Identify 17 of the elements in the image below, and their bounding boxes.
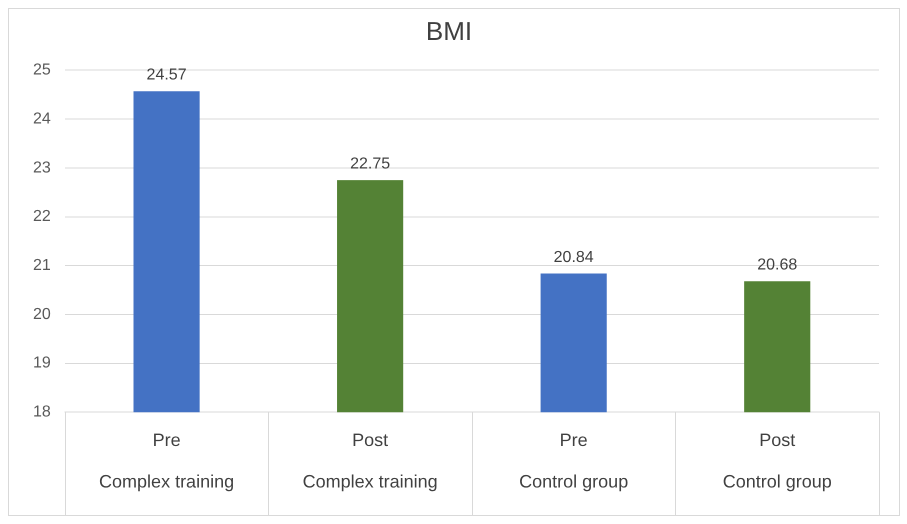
y-tick-label: 25 [33, 62, 51, 79]
x-tick-label: Pre Complex training [99, 430, 234, 492]
y-tick-label: 21 [33, 257, 51, 274]
chart-title: BMI [426, 16, 472, 46]
y-tick-label: 19 [33, 354, 51, 372]
y-tick-label: 23 [33, 159, 51, 176]
data-label: 22.75 [350, 156, 390, 173]
y-tick-label: 20 [33, 306, 51, 323]
data-label: 20.84 [554, 248, 594, 266]
data-label: 20.68 [757, 256, 798, 274]
y-tick-label: 24 [33, 110, 51, 128]
x-tick-label: Post Control group [722, 430, 832, 492]
x-tick-label: Pre Control group [519, 430, 628, 492]
y-tick-label: 18 [33, 404, 51, 421]
data-label: 24.57 [146, 66, 187, 84]
x-tick-label: Post Complex training [302, 430, 438, 492]
y-tick-label: 22 [33, 208, 51, 226]
